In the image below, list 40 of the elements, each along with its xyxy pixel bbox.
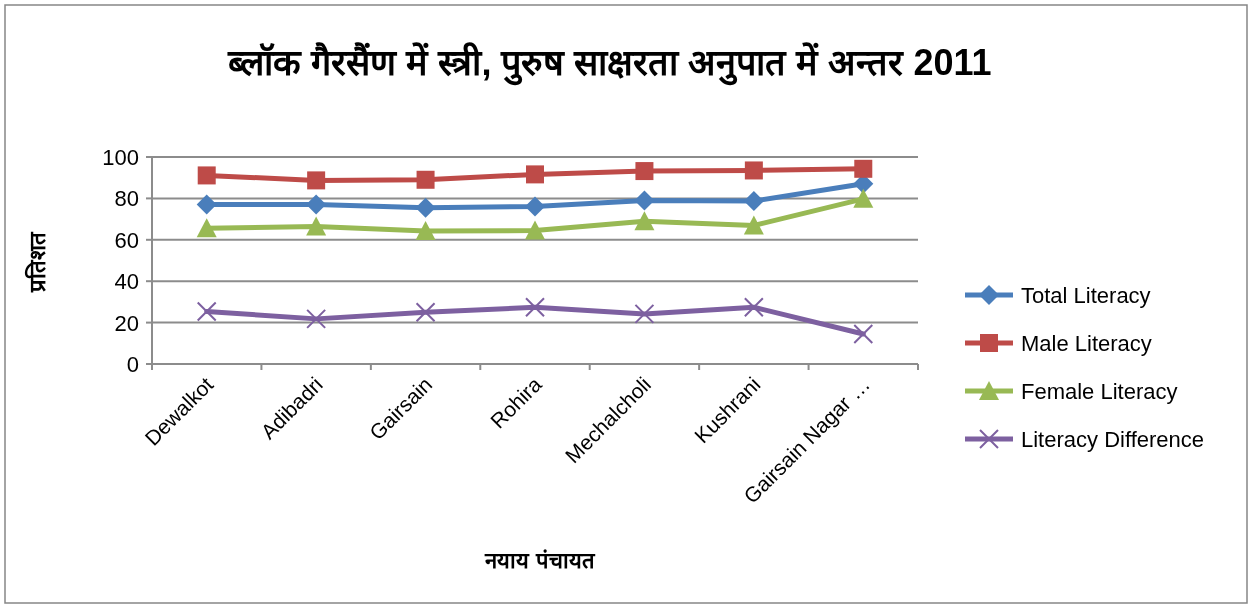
point	[196, 218, 217, 238]
y-tick-label: 80	[114, 186, 139, 212]
point	[306, 308, 327, 329]
point	[197, 166, 216, 185]
legend-label: Male Literacy	[1021, 331, 1152, 356]
y-tick-label: 0	[126, 352, 139, 377]
point	[415, 302, 436, 323]
point	[744, 161, 763, 180]
point	[416, 170, 435, 189]
point	[526, 165, 544, 184]
point	[196, 194, 217, 215]
point	[634, 190, 655, 211]
point	[306, 194, 327, 215]
legend-label: Literacy Difference	[1021, 427, 1205, 452]
y-axis-title: प्रतिशत	[24, 231, 50, 293]
y-tick-label: 60	[114, 227, 139, 253]
point	[525, 196, 545, 217]
point	[634, 211, 655, 231]
point	[853, 188, 874, 208]
x-axis-title: नयाय पंचायत	[484, 548, 596, 573]
y-tick-label: 20	[114, 310, 139, 336]
point	[854, 159, 873, 178]
point	[743, 297, 764, 318]
point	[415, 197, 436, 218]
point	[743, 215, 764, 235]
legend-label: Female Literacy	[1021, 379, 1178, 404]
point	[525, 297, 545, 318]
point	[525, 220, 545, 240]
point	[307, 171, 326, 190]
chart-title: ब्लॉक गैरसैंण में स्त्री, पुरुष साक्षरता अनुपात में अन्तर 2011	[227, 42, 992, 86]
y-tick-label: 40	[114, 269, 139, 295]
point	[306, 216, 327, 236]
point	[743, 191, 764, 212]
point	[634, 303, 655, 324]
y-tick-label: 100	[102, 145, 139, 170]
point	[853, 323, 874, 344]
point	[635, 162, 654, 181]
legend-label: Total Literacy	[1021, 283, 1151, 308]
point	[196, 301, 217, 322]
point	[415, 221, 436, 241]
